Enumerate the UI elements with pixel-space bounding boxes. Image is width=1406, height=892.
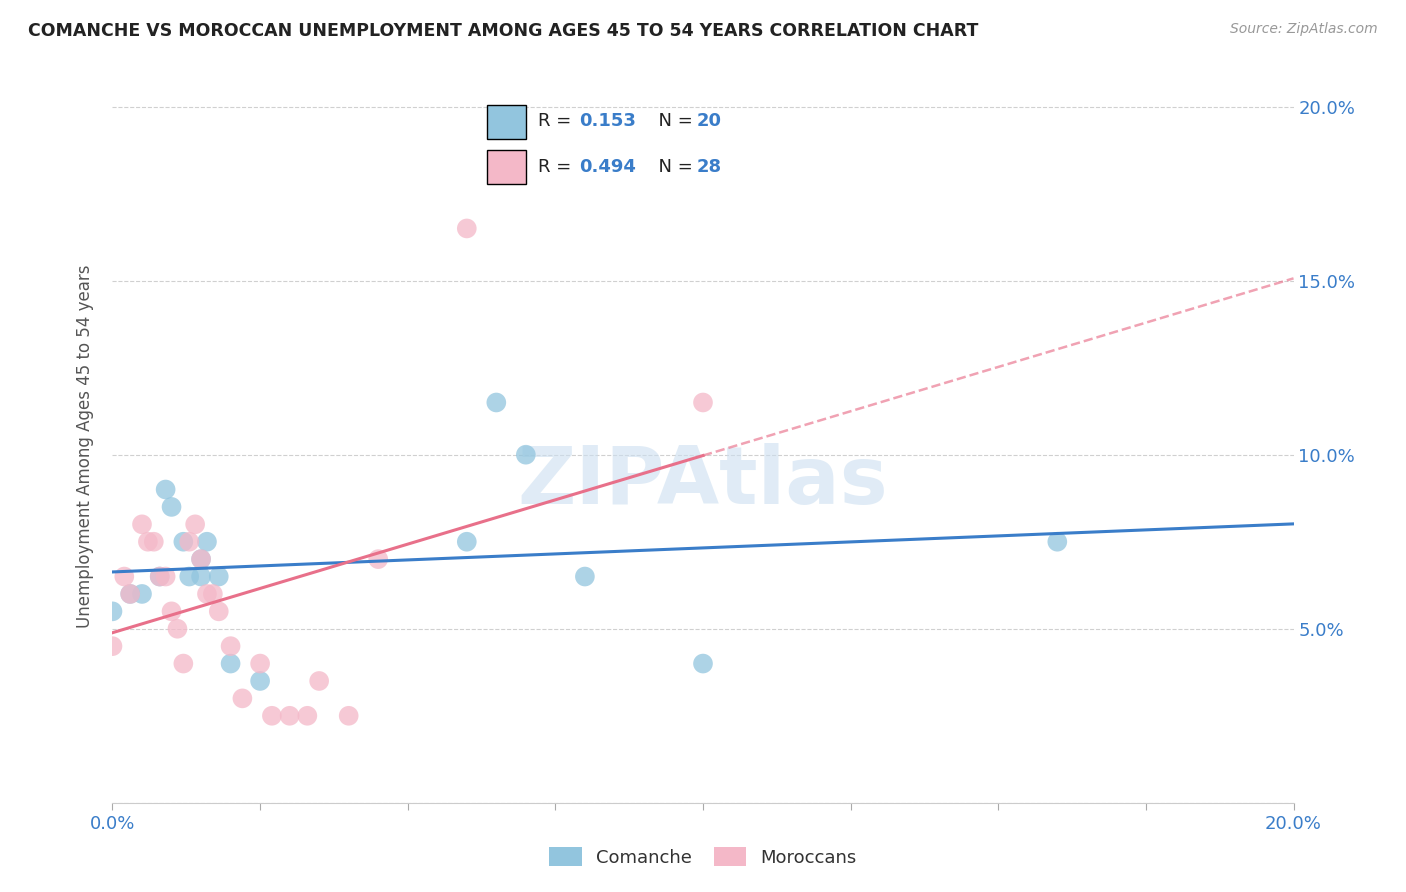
- Point: [166, 622, 188, 636]
- Point: [179, 534, 201, 549]
- Point: [112, 569, 135, 583]
- Point: [219, 639, 242, 653]
- Point: [149, 569, 172, 583]
- Text: Source: ZipAtlas.com: Source: ZipAtlas.com: [1230, 22, 1378, 37]
- Point: [195, 534, 218, 549]
- Point: [131, 517, 153, 532]
- Legend: Comanche, Moroccans: Comanche, Moroccans: [541, 840, 865, 874]
- Point: [208, 569, 231, 583]
- Point: [101, 639, 124, 653]
- Point: [195, 587, 218, 601]
- Point: [131, 587, 153, 601]
- Point: [219, 657, 242, 671]
- Point: [190, 552, 212, 566]
- Point: [101, 604, 124, 618]
- Point: [367, 552, 389, 566]
- Point: [337, 708, 360, 723]
- Point: [260, 708, 283, 723]
- Point: [190, 552, 212, 566]
- Point: [149, 569, 172, 583]
- Point: [456, 534, 478, 549]
- Point: [574, 569, 596, 583]
- Point: [155, 569, 177, 583]
- Point: [485, 395, 508, 409]
- Point: [142, 534, 165, 549]
- Point: [120, 587, 142, 601]
- Point: [231, 691, 253, 706]
- Text: ZIPAtlas: ZIPAtlas: [517, 442, 889, 521]
- Point: [190, 569, 212, 583]
- Point: [515, 448, 537, 462]
- Point: [136, 534, 159, 549]
- Point: [201, 587, 224, 601]
- Point: [1046, 534, 1069, 549]
- Y-axis label: Unemployment Among Ages 45 to 54 years: Unemployment Among Ages 45 to 54 years: [76, 264, 94, 628]
- Point: [208, 604, 231, 618]
- Point: [692, 395, 714, 409]
- Point: [172, 534, 194, 549]
- Point: [155, 483, 177, 497]
- Point: [308, 673, 330, 688]
- Point: [179, 569, 201, 583]
- Point: [184, 517, 207, 532]
- Point: [160, 604, 183, 618]
- Point: [692, 657, 714, 671]
- Point: [172, 657, 194, 671]
- Point: [278, 708, 301, 723]
- Point: [160, 500, 183, 514]
- Point: [249, 657, 271, 671]
- Point: [297, 708, 319, 723]
- Point: [120, 587, 142, 601]
- Text: COMANCHE VS MOROCCAN UNEMPLOYMENT AMONG AGES 45 TO 54 YEARS CORRELATION CHART: COMANCHE VS MOROCCAN UNEMPLOYMENT AMONG …: [28, 22, 979, 40]
- Point: [456, 221, 478, 235]
- Point: [249, 673, 271, 688]
